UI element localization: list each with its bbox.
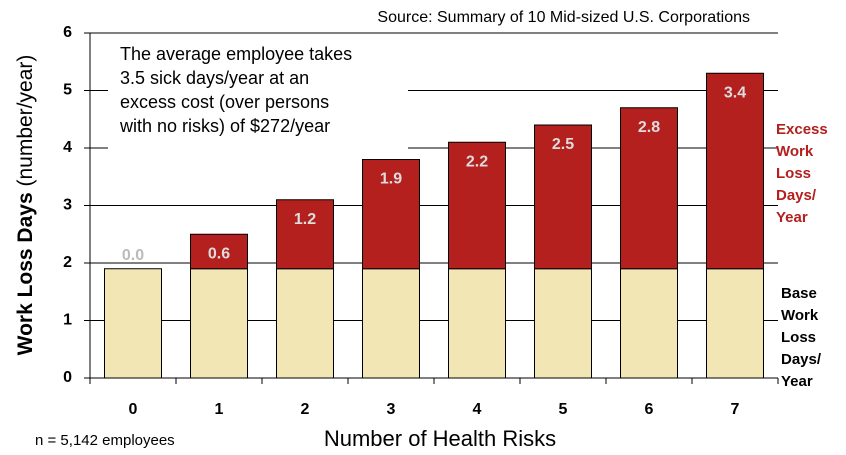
y-axis-label: Work Loss Days (number/year) (14, 55, 37, 356)
x-tick-label: 5 (559, 401, 568, 418)
x-tick-label: 0 (129, 401, 138, 418)
data-label: 0.0 (122, 247, 144, 264)
bar-segment (620, 268, 678, 379)
annotation-line: 3.5 sick days/year at an (120, 68, 309, 88)
legend-excess: Excess Work Loss Days/ Year (776, 121, 828, 226)
data-label: 1.2 (294, 211, 316, 228)
x-tick-label: 1 (215, 401, 224, 418)
x-tick-label: 4 (473, 401, 482, 418)
x-tick-label: 6 (645, 401, 654, 418)
bar-segment (534, 124, 592, 270)
legend-base: Base Work Loss Days/ Year (781, 285, 822, 390)
y-tick-label: 6 (63, 24, 72, 41)
data-label: 1.9 (380, 171, 402, 188)
data-label: 2.8 (638, 119, 660, 136)
bar-segment (706, 72, 764, 270)
data-label: 3.4 (724, 84, 746, 101)
y-tick-label: 5 (63, 82, 72, 99)
bar-segment (534, 268, 592, 379)
x-tick-label: 3 (387, 401, 396, 418)
bar-segment (362, 268, 420, 379)
y-label-bold: Work Loss Days (14, 192, 37, 355)
y-tick-label: 2 (63, 254, 72, 271)
x-axis-label: Number of Health Risks (324, 426, 556, 451)
bar-segment (620, 107, 678, 270)
data-label: 2.5 (552, 136, 574, 153)
y-tick-label: 4 (63, 139, 72, 156)
annotation-box (108, 36, 408, 161)
bar-segment (448, 268, 506, 379)
y-tick-label: 3 (63, 197, 72, 214)
y-tick-label: 0 (63, 369, 72, 386)
y-tick-label: 1 (63, 312, 72, 329)
bar-segment (104, 268, 162, 379)
bar-segment (448, 141, 506, 270)
bar-segment (362, 159, 420, 270)
annotation-line: The average employee takes (120, 44, 352, 64)
data-label: 0.6 (208, 245, 230, 262)
bar-segment (190, 268, 248, 379)
bar-segment (276, 199, 334, 270)
bar-segment (276, 268, 334, 379)
bar-segment (190, 233, 248, 270)
source: Source: Summary of 10 Mid-sized U.S. Cor… (377, 9, 750, 26)
note: n = 5,142 employees (35, 432, 175, 449)
x-tick-label: 7 (731, 401, 740, 418)
annotation-line: excess cost (over persons (120, 92, 329, 112)
x-tick-label: 2 (301, 401, 310, 418)
bar-segment (706, 268, 764, 379)
data-label: 2.2 (466, 153, 488, 170)
y-label-rest: (number/year) (14, 55, 37, 187)
annotation-line: with no risks) of $272/year (119, 116, 330, 136)
